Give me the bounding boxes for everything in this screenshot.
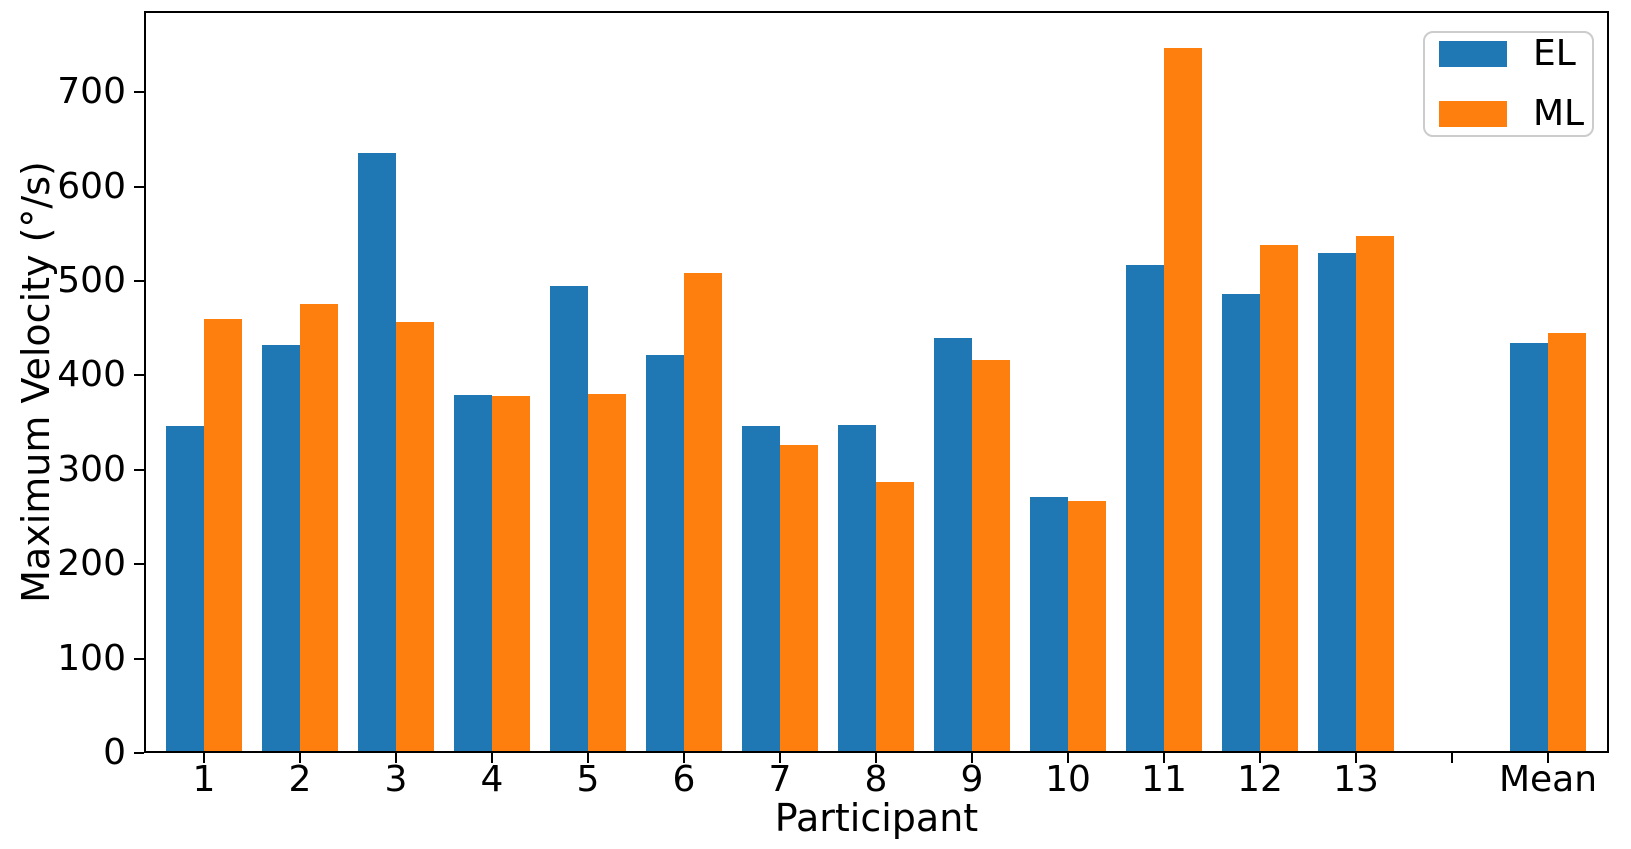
- x-tick-mark-3: [491, 753, 493, 763]
- x-tick-label-7: 7: [768, 759, 792, 800]
- bar-ml-mean: [1548, 332, 1587, 753]
- y-tick-label-0: 0: [103, 732, 126, 773]
- x-tick-label-mean: Mean: [1498, 759, 1598, 800]
- x-tick-mark-9: [1067, 753, 1069, 763]
- y-tick-mark-300: [134, 468, 144, 471]
- x-tick-label-4: 4: [480, 759, 504, 800]
- x-tick-mark-8: [971, 753, 973, 763]
- bar-el-1: [165, 426, 204, 753]
- bar-el-6: [645, 354, 684, 753]
- x-tick-label-3: 3: [384, 759, 408, 800]
- y-tick-mark-200: [134, 563, 144, 566]
- legend-entry-el: EL: [1439, 36, 1578, 72]
- x-tick-mark-2: [395, 753, 397, 763]
- bar-ml-7: [780, 445, 819, 753]
- y-tick-label-100: 100: [57, 637, 126, 679]
- x-tick-label-13: 13: [1333, 759, 1379, 800]
- x-tick-label-12: 12: [1237, 759, 1283, 800]
- x-tick-mark-12: [1355, 753, 1357, 763]
- ml-series-swatch: [1439, 101, 1507, 127]
- legend-entry-ml: ML: [1439, 96, 1584, 132]
- bar-ml-13: [1356, 235, 1395, 753]
- x-tick-mark-6: [779, 753, 781, 763]
- y-tick-mark-700: [134, 91, 144, 94]
- x-tick-mark-1: [299, 753, 301, 763]
- el-series-label: EL: [1533, 33, 1576, 74]
- bar-el-10: [1029, 497, 1068, 753]
- x-tick-mark-14: [1547, 753, 1549, 763]
- x-tick-label-6: 6: [672, 759, 696, 800]
- y-tick-mark-400: [134, 374, 144, 377]
- bar-ml-3: [396, 321, 435, 753]
- bar-el-11: [1125, 264, 1164, 753]
- bar-ml-11: [1164, 47, 1203, 753]
- x-tick-mark-10: [1163, 753, 1165, 763]
- x-tick-label-9: 9: [960, 759, 984, 800]
- bar-ml-1: [204, 318, 243, 753]
- x-tick-mark-11: [1259, 753, 1261, 763]
- bar-ml-6: [684, 273, 723, 753]
- y-tick-label-200: 200: [57, 543, 126, 585]
- bar-ml-9: [972, 360, 1011, 753]
- x-tick-mark-4: [587, 753, 589, 763]
- x-tick-mark-7: [875, 753, 877, 763]
- bar-el-12: [1221, 294, 1260, 753]
- y-tick-label-500: 500: [57, 259, 126, 301]
- y-tick-label-400: 400: [57, 354, 126, 396]
- y-tick-mark-500: [134, 279, 144, 282]
- bar-ml-10: [1068, 500, 1107, 753]
- y-tick-mark-0: [134, 752, 144, 754]
- x-tick-mark-13: [1451, 753, 1453, 763]
- y-tick-label-700: 700: [57, 71, 126, 113]
- x-tick-mark-0: [203, 753, 205, 763]
- bar-el-4: [453, 395, 492, 753]
- bar-el-5: [549, 285, 588, 753]
- bar-el-mean: [1509, 343, 1548, 753]
- x-tick-label-5: 5: [576, 759, 600, 800]
- bar-el-13: [1317, 252, 1356, 753]
- x-tick-mark-5: [683, 753, 685, 763]
- bar-el-7: [741, 426, 780, 753]
- legend: EL ML: [1423, 31, 1594, 137]
- x-axis-label: Participant: [774, 796, 979, 840]
- bar-ml-5: [588, 394, 627, 753]
- x-tick-label-11: 11: [1141, 759, 1187, 800]
- y-tick-label-600: 600: [57, 165, 126, 207]
- bar-ml-2: [300, 303, 339, 753]
- bar-ml-12: [1260, 245, 1299, 753]
- bar-el-3: [357, 152, 396, 753]
- bar-el-2: [261, 345, 300, 753]
- el-series-swatch: [1439, 41, 1507, 67]
- bar-el-8: [837, 425, 876, 753]
- bar-ml-8: [876, 482, 915, 753]
- x-tick-label-10: 10: [1045, 759, 1091, 800]
- bar-ml-4: [492, 396, 531, 753]
- x-tick-label-1: 1: [192, 759, 216, 800]
- y-tick-mark-100: [134, 657, 144, 660]
- bar-el-9: [933, 337, 972, 753]
- y-tick-label-300: 300: [57, 448, 126, 490]
- ml-series-label: ML: [1533, 93, 1585, 134]
- y-tick-mark-600: [134, 185, 144, 188]
- x-tick-label-8: 8: [864, 759, 888, 800]
- x-tick-label-2: 2: [288, 759, 312, 800]
